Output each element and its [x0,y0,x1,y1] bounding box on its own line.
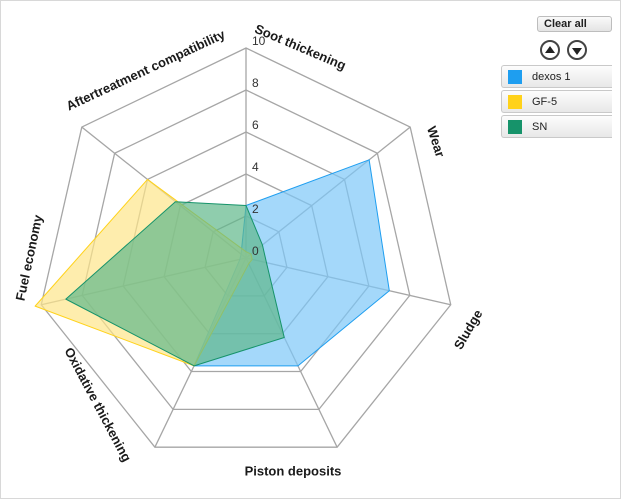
arrow-down-icon [572,47,582,55]
legend-item-gf5[interactable]: GF-5 [501,90,612,113]
tick-label: 6 [252,118,259,132]
legend-swatch [508,95,522,109]
scroll-down-button[interactable] [567,40,587,60]
legend-label: GF-5 [532,96,558,108]
legend-item-dexos1[interactable]: dexos 1 [501,65,612,88]
axis-label: Sludge [451,307,486,352]
legend-label: dexos 1 [532,71,571,83]
legend-item-sn[interactable]: SN [501,115,612,138]
grid-ring [40,47,452,448]
tick-label: 2 [252,202,259,216]
clear-all-button[interactable]: Clear all [537,16,612,32]
radial-tick-labels: 0 2 4 6 8 10 [252,34,266,258]
tick-label: 10 [252,34,266,48]
axis-label: Oxidative thickening [61,345,134,464]
grid-ring [81,89,411,411]
axis-label: Piston deposits [245,463,342,478]
radar-series [34,159,390,367]
axis-label: Soot thickening [253,21,349,73]
axis-label: Fuel economy [13,213,46,302]
tick-label: 8 [252,76,259,90]
tick-label: 0 [252,244,259,258]
axis-label: Aftertreatment compatibility [64,26,228,113]
tick-label: 4 [252,160,259,174]
series-area[interactable] [65,201,285,367]
scroll-up-button[interactable] [540,40,560,60]
legend: dexos 1 GF-5 SN [501,65,612,140]
legend-swatch [508,120,522,134]
legend-swatch [508,70,522,84]
axis-label: Wear [424,124,448,159]
arrow-up-icon [545,45,555,53]
legend-label: SN [532,121,548,133]
